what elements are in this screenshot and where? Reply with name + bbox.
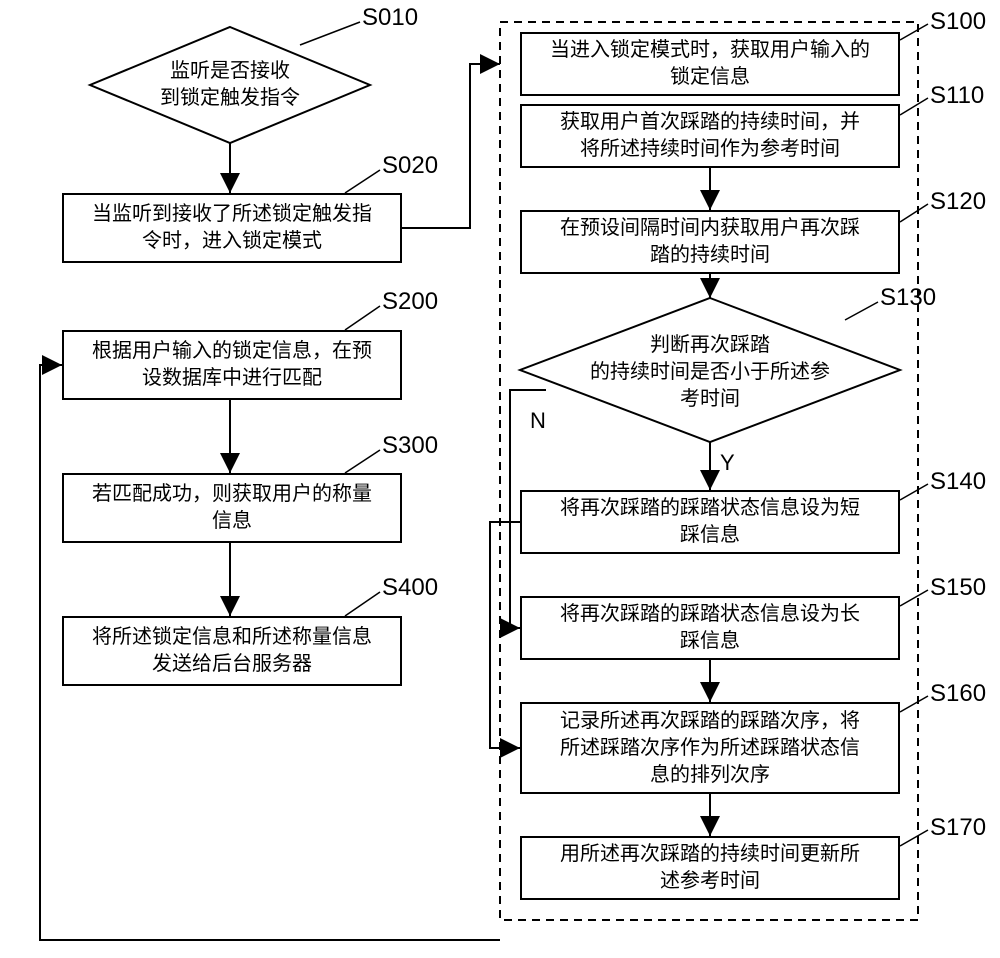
node-s300-text: 若匹配成功，则获取用户的称量信息 (92, 481, 372, 535)
label-s400: S400 (382, 574, 438, 602)
node-s020: 当监听到接收了所述锁定触发指令时，进入锁定模式 (62, 193, 402, 263)
node-s100: 当进入锁定模式时，获取用户输入的锁定信息 (520, 32, 900, 96)
node-s300: 若匹配成功，则获取用户的称量信息 (62, 473, 402, 543)
label-s150: S150 (930, 574, 986, 602)
node-s400-text: 将所述锁定信息和所述称量信息发送给后台服务器 (92, 624, 372, 678)
node-s110-text: 获取用户首次踩踏的持续时间，并将所述持续时间作为参考时间 (560, 109, 860, 163)
node-s120: 在预设间隔时间内获取用户再次踩踏的持续时间 (520, 210, 900, 274)
node-s100-text: 当进入锁定模式时，获取用户输入的锁定信息 (550, 37, 870, 91)
label-s110: S110 (930, 82, 984, 110)
label-s300: S300 (382, 432, 438, 460)
node-s170-text: 用所述再次踩踏的持续时间更新所述参考时间 (560, 841, 860, 895)
label-s140: S140 (930, 468, 986, 496)
node-s160: 记录所述再次踩踏的踩踏次序，将所述踩踏次序作为所述踩踏状态信息的排列次序 (520, 702, 900, 794)
node-s170: 用所述再次踩踏的持续时间更新所述参考时间 (520, 836, 900, 900)
node-s020-text: 当监听到接收了所述锁定触发指令时，进入锁定模式 (92, 201, 372, 255)
node-s200-text: 根据用户输入的锁定信息，在预设数据库中进行匹配 (92, 338, 372, 392)
branch-n: N (530, 408, 546, 434)
label-s130: S130 (880, 284, 936, 312)
diamond-s130 (520, 298, 900, 442)
node-s120-text: 在预设间隔时间内获取用户再次踩踏的持续时间 (560, 215, 860, 269)
node-s110: 获取用户首次踩踏的持续时间，并将所述持续时间作为参考时间 (520, 104, 900, 168)
node-s400: 将所述锁定信息和所述称量信息发送给后台服务器 (62, 616, 402, 686)
label-s100: S100 (930, 8, 986, 36)
label-s120: S120 (930, 188, 986, 216)
node-s160-text: 记录所述再次踩踏的踩踏次序，将所述踩踏次序作为所述踩踏状态信息的排列次序 (560, 708, 860, 789)
node-s140-text: 将再次踩踏的踩踏状态信息设为短踩信息 (560, 495, 860, 549)
node-s150: 将再次踩踏的踩踏状态信息设为长踩信息 (520, 596, 900, 660)
node-s200: 根据用户输入的锁定信息，在预设数据库中进行匹配 (62, 330, 402, 400)
label-s010: S010 (362, 4, 418, 32)
diamond-s010 (90, 27, 370, 143)
node-s150-text: 将再次踩踏的踩踏状态信息设为长踩信息 (560, 601, 860, 655)
label-s170: S170 (930, 814, 986, 842)
label-s020: S020 (382, 152, 438, 180)
label-s160: S160 (930, 680, 986, 708)
label-s200: S200 (382, 288, 438, 316)
node-s140: 将再次踩踏的踩踏状态信息设为短踩信息 (520, 490, 900, 554)
branch-y: Y (720, 450, 735, 476)
